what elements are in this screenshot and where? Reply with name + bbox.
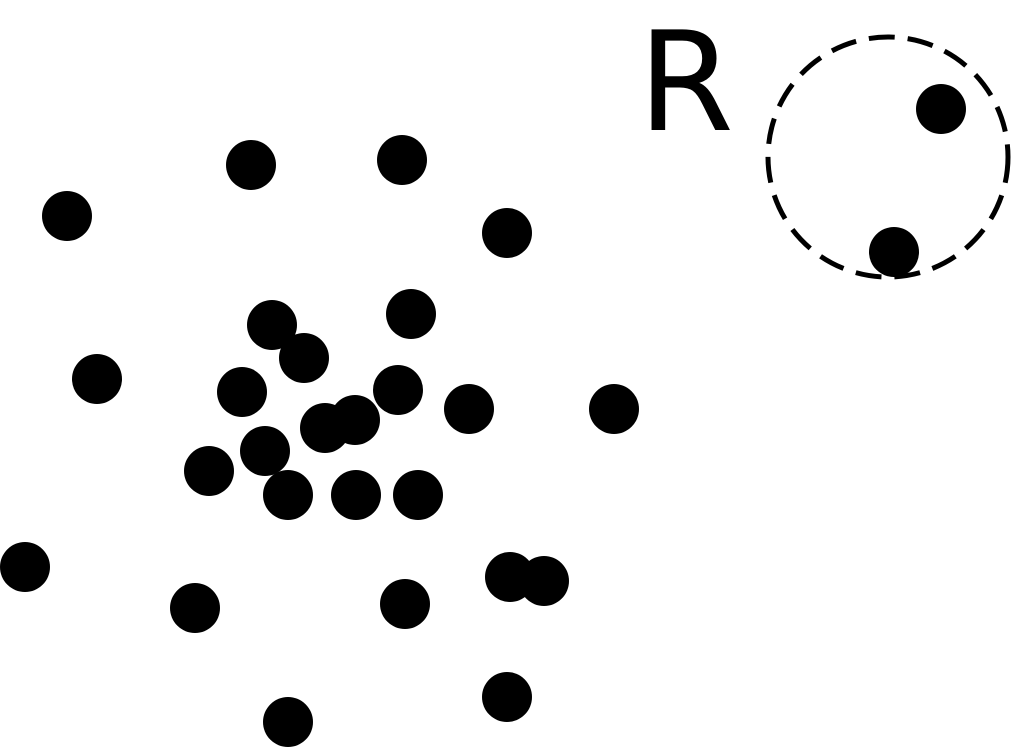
scatter-points: [0, 84, 966, 747]
point-dot: [916, 84, 966, 134]
point-dot: [373, 365, 423, 415]
point-dot: [386, 289, 436, 339]
point-dot: [42, 191, 92, 241]
point-dot: [331, 470, 381, 520]
point-dot: [279, 333, 329, 383]
point-dot: [72, 354, 122, 404]
point-dot: [589, 384, 639, 434]
radius-neighborhood-circle: [765, 34, 1011, 280]
point-dot: [444, 384, 494, 434]
point-dot: [226, 140, 276, 190]
point-dot: [0, 542, 50, 592]
point-dot: [482, 672, 532, 722]
point-dot: [217, 367, 267, 417]
point-dot: [482, 208, 532, 258]
point-dot: [300, 403, 350, 453]
point-dot: [247, 300, 297, 350]
radius-label: R: [638, 2, 734, 163]
point-dot: [377, 135, 427, 185]
point-dot: [170, 583, 220, 633]
point-dot: [869, 227, 919, 277]
point-dot: [240, 426, 290, 476]
point-dot: [184, 446, 234, 496]
point-dot: [263, 697, 313, 747]
point-dot: [380, 579, 430, 629]
point-dot: [393, 470, 443, 520]
point-dot: [263, 470, 313, 520]
point-dot: [519, 556, 569, 606]
